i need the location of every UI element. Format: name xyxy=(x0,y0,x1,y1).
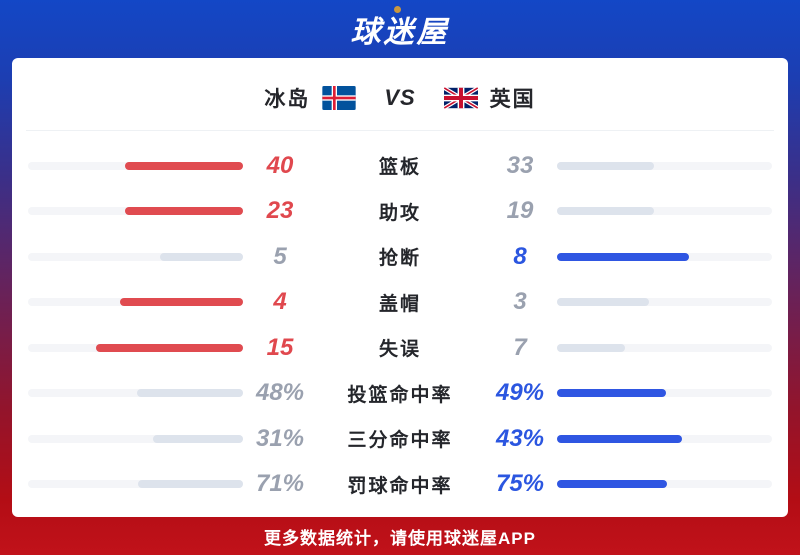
left-value: 23 xyxy=(266,197,294,225)
left-bar-track xyxy=(28,389,243,398)
stat-row: 31% 三分命中率 43% xyxy=(12,416,788,462)
right-value: 3 xyxy=(513,288,527,316)
left-bar-track xyxy=(28,252,243,261)
right-bar-track xyxy=(557,252,772,261)
left-bar-fill xyxy=(138,480,243,489)
right-value: 33 xyxy=(506,151,534,179)
left-bar-fill xyxy=(125,161,243,170)
left-team-name: 冰岛 xyxy=(264,88,311,111)
left-value: 48% xyxy=(255,379,305,407)
right-bar-track xyxy=(557,207,772,216)
left-value: 15 xyxy=(266,333,294,361)
stat-label: 罚球命中率 xyxy=(347,475,453,497)
right-value: 43% xyxy=(495,424,545,452)
right-value: 19 xyxy=(506,197,534,225)
right-value: 8 xyxy=(513,242,527,270)
top-banner: 球迷屋 xyxy=(0,0,800,58)
left-bar-track xyxy=(28,434,243,443)
stats-card: 冰岛 VS 英国 xyxy=(12,58,788,517)
stat-label: 抢断 xyxy=(378,248,421,270)
stat-label: 篮板 xyxy=(378,157,421,179)
iceland-flag-icon xyxy=(322,86,356,110)
right-bar-fill xyxy=(557,389,666,398)
app-logo: 球迷屋 xyxy=(350,6,450,51)
right-team-name: 英国 xyxy=(489,88,536,111)
right-bar-track xyxy=(557,161,772,170)
team-header: 冰岛 VS 英国 xyxy=(12,58,788,130)
stat-row: 23 助攻 19 xyxy=(12,189,788,235)
left-bar-track xyxy=(28,207,243,216)
vs-label: VS xyxy=(384,85,416,110)
footer-text: 更多数据统计，请使用球迷屋APP xyxy=(264,528,536,548)
app-logo-text: 球迷屋 xyxy=(350,16,450,49)
left-bar-track xyxy=(28,480,243,489)
stats-list: 40 篮板 33 23 助攻 19 5 抢断 8 4 盖帽 3 15 失误 7 48% 投篮命中率 49% 31% 三… xyxy=(12,131,788,507)
stat-row: 40 篮板 33 xyxy=(12,143,788,189)
left-bar-fill xyxy=(96,343,243,352)
right-bar-fill xyxy=(557,207,655,216)
stat-label: 盖帽 xyxy=(378,293,421,315)
right-bar-fill xyxy=(557,298,650,307)
stat-label: 助攻 xyxy=(378,202,421,224)
left-value: 31% xyxy=(255,424,305,452)
left-bar-fill xyxy=(152,434,243,443)
left-bar-fill xyxy=(160,252,243,261)
stat-row: 5 抢断 8 xyxy=(12,234,788,280)
right-bar-fill xyxy=(557,252,690,261)
logo-dot-icon xyxy=(394,6,402,13)
right-bar-track xyxy=(557,389,772,398)
right-value: 7 xyxy=(513,333,527,361)
uk-flag-icon xyxy=(443,87,478,109)
left-value: 40 xyxy=(266,151,294,179)
left-bar-fill xyxy=(120,298,243,307)
right-bar-track xyxy=(557,298,772,307)
stat-row: 4 盖帽 3 xyxy=(12,280,788,326)
left-bar-track xyxy=(28,161,243,170)
right-bar-fill xyxy=(557,480,668,489)
left-bar-track xyxy=(28,343,243,352)
right-bar-track xyxy=(557,480,772,489)
stat-row: 71% 罚球命中率 75% xyxy=(12,462,788,508)
right-bar-fill xyxy=(557,343,626,352)
left-bar-fill xyxy=(125,207,243,216)
stat-label: 投篮命中率 xyxy=(347,384,453,406)
stat-label: 失误 xyxy=(378,339,421,361)
header-divider xyxy=(26,130,774,131)
right-bar-fill xyxy=(557,434,682,443)
stat-row: 15 失误 7 xyxy=(12,325,788,371)
right-bar-track xyxy=(557,343,772,352)
right-team: 英国 xyxy=(443,83,536,113)
right-bar-fill xyxy=(557,161,655,170)
left-value: 4 xyxy=(273,288,287,316)
bottom-banner: 更多数据统计，请使用球迷屋APP xyxy=(0,517,800,555)
right-bar-track xyxy=(557,434,772,443)
left-value: 5 xyxy=(273,242,287,270)
right-value: 75% xyxy=(495,470,545,498)
stat-label: 三分命中率 xyxy=(347,430,453,452)
left-value: 71% xyxy=(255,470,305,498)
stat-row: 48% 投篮命中率 49% xyxy=(12,371,788,417)
left-team: 冰岛 xyxy=(264,83,356,113)
left-bar-track xyxy=(28,298,243,307)
left-bar-fill xyxy=(136,389,243,398)
right-value: 49% xyxy=(495,379,545,407)
